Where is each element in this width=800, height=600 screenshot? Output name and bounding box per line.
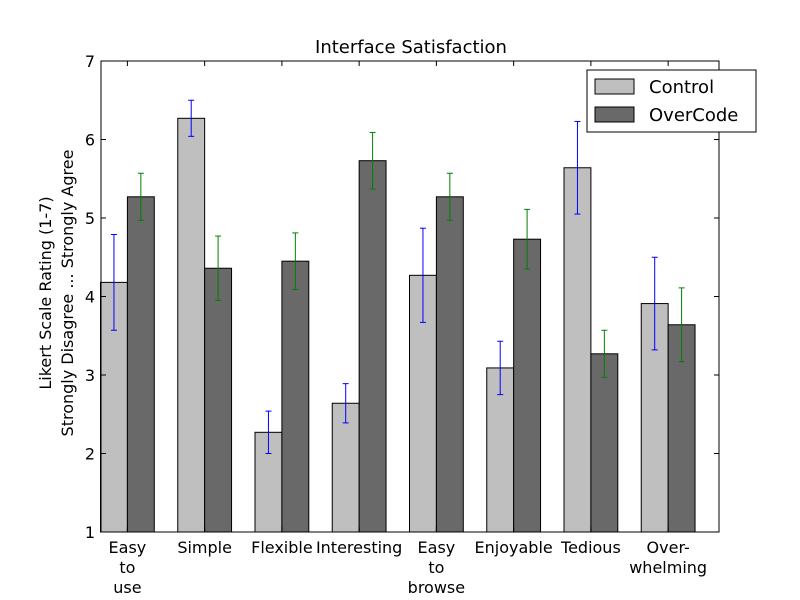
- bar-overcode-6: [590, 353, 619, 533]
- error-bar-overcode-6: [601, 329, 608, 378]
- bar-control-1: [177, 117, 206, 533]
- y-tick-label-5: 5: [85, 209, 95, 228]
- x-tick-label-2: Flexible: [251, 538, 313, 557]
- error-bar-overcode-5: [524, 208, 531, 270]
- legend-label-overcode: OverCode: [649, 105, 738, 126]
- bar-overcode-2: [281, 260, 310, 533]
- bar-overcode-5: [513, 238, 542, 533]
- error-bar-control-6: [574, 120, 581, 215]
- x-tick-label-1: Simple: [177, 538, 232, 557]
- bar-overcode-1: [204, 267, 233, 533]
- y-tick-label-3: 3: [85, 366, 95, 385]
- y-tick-label-6: 6: [85, 131, 95, 150]
- x-tick-label-6: Tedious: [560, 538, 621, 557]
- x-tick-label-0: Easy to use: [109, 538, 147, 597]
- error-bar-overcode-7: [678, 287, 685, 363]
- bar-control-6: [563, 167, 592, 533]
- error-bar-control-1: [188, 99, 195, 137]
- bar-overcode-4: [435, 196, 464, 533]
- x-tick-label-3: Interesting: [316, 538, 402, 557]
- legend-swatch-control: [594, 78, 635, 95]
- y-axis-label-line-2: Strongly Disagree ... Strongly Agree: [58, 150, 77, 437]
- error-bar-control-3: [342, 383, 349, 424]
- x-tick-label-5: Enjoyable: [475, 538, 553, 557]
- error-bar-overcode-3: [369, 131, 376, 190]
- error-bar-overcode-2: [292, 232, 299, 290]
- error-bar-control-4: [419, 227, 426, 323]
- error-bar-control-0: [110, 233, 117, 331]
- plot-area: [100, 99, 696, 533]
- bar-overcode-0: [126, 196, 155, 533]
- error-bar-overcode-1: [215, 235, 222, 301]
- error-bar-control-5: [497, 340, 504, 396]
- axes: 1 2 3 4 5 6 7 Easy to use Simple Flexible Interestin…: [85, 52, 720, 597]
- y-tick-label-2: 2: [85, 445, 95, 464]
- chart-title: Interface Satisfaction: [315, 37, 507, 58]
- error-bar-control-2: [265, 410, 272, 454]
- x-tick-label-4: Easy to browse: [408, 538, 465, 597]
- error-bar-control-7: [651, 256, 658, 351]
- bar-overcode-3: [358, 160, 387, 533]
- legend: Control OverCode: [586, 69, 757, 133]
- y-tick-label-1: 1: [85, 523, 95, 542]
- y-axis-label: Likert Scale Rating (1-7) Strongly Disag…: [36, 150, 77, 437]
- y-tick-label-4: 4: [85, 288, 95, 307]
- x-tick-label-7: Over-whelming: [629, 538, 707, 577]
- error-bar-overcode-0: [137, 172, 144, 221]
- y-axis-label-line-1: Likert Scale Rating (1-7): [36, 196, 55, 389]
- legend-label-control: Control: [649, 77, 714, 98]
- error-bar-overcode-4: [446, 172, 453, 221]
- y-tick-label-7: 7: [85, 52, 95, 71]
- legend-swatch-overcode: [594, 106, 635, 123]
